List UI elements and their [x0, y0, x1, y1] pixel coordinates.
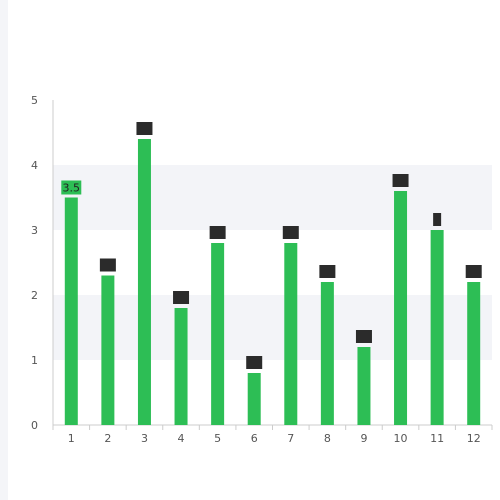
data-label-box: [99, 258, 116, 272]
bar: [247, 373, 261, 425]
bars: [64, 139, 481, 425]
y-tick-label: 2: [31, 289, 38, 302]
data-label-box: [246, 356, 263, 369]
bar: [467, 282, 481, 425]
x-tick-label: 6: [251, 432, 258, 445]
x-tick-label: 1: [68, 432, 75, 445]
bar: [64, 197, 78, 425]
x-tick-label: 2: [104, 432, 111, 445]
axes: [52, 100, 492, 426]
y-tick-label: 3: [31, 224, 38, 237]
x-axis-ticks: 1 2 3 4 5 6 7 8 9 10 11 12: [52, 425, 493, 445]
data-label-box: [282, 226, 299, 239]
bar: [211, 243, 225, 425]
x-tick-label: 4: [178, 432, 185, 445]
y-tick-label: 4: [31, 159, 38, 172]
bar: [137, 139, 151, 425]
x-tick-label: 3: [141, 432, 148, 445]
data-label: 3.5: [63, 182, 81, 195]
y-axis-ticks: 0 1 2 3 4 5: [31, 94, 38, 432]
x-tick-label: 7: [287, 432, 294, 445]
data-label-box: [465, 265, 482, 278]
data-label-box: [355, 330, 372, 343]
data-label-box: [319, 265, 336, 278]
bar: [357, 347, 371, 425]
grid-band: [53, 165, 492, 230]
data-label-box: [173, 291, 190, 304]
x-tick-label: 5: [214, 432, 221, 445]
data-label-box: [392, 174, 409, 187]
data-label-box: [209, 226, 226, 239]
data-label-box: [61, 180, 82, 195]
data-label-box: [433, 213, 442, 226]
x-tick-label: 8: [324, 432, 331, 445]
bar: [101, 275, 115, 425]
grid-band: [53, 295, 492, 360]
y-tick-label: 0: [31, 419, 38, 432]
x-tick-label: 10: [394, 432, 408, 445]
bar: [320, 282, 334, 425]
data-labels: 3.5: [61, 122, 482, 369]
bar: [284, 243, 298, 425]
bar: [394, 191, 408, 425]
bar: [174, 308, 188, 425]
bar: [430, 230, 444, 425]
data-label-box: [136, 122, 153, 135]
x-tick-label: 12: [467, 432, 481, 445]
y-tick-label: 5: [31, 94, 38, 107]
x-tick-label: 11: [430, 432, 444, 445]
grid-bands: [53, 165, 492, 360]
y-tick-label: 1: [31, 354, 38, 367]
x-tick-label: 9: [360, 432, 367, 445]
